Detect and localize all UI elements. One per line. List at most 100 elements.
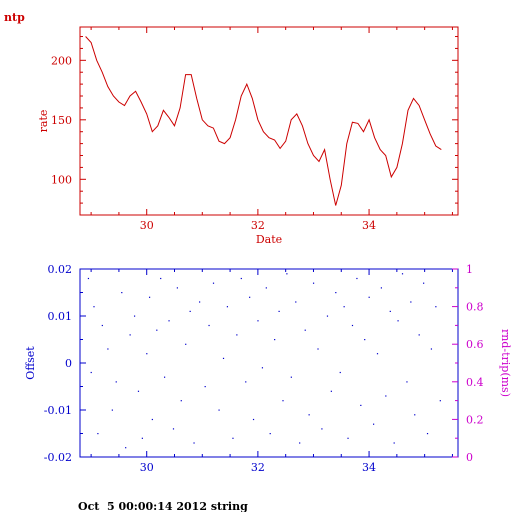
offset-point — [397, 320, 399, 322]
offset-point — [385, 395, 387, 397]
offset-point — [364, 339, 366, 341]
offset-point — [97, 433, 99, 435]
offset-tick-labels: 30 32 34 -0.02 -0.01 0 0.01 0.02 0 0.2 0.4 0.6 0.8 1 — [44, 263, 484, 474]
offset-point — [330, 390, 332, 392]
offset-point — [133, 315, 136, 317]
offset-point — [193, 442, 195, 444]
footer-timestamp: Oct 5 00:00:14 2012 string — [78, 500, 248, 512]
offset-point — [156, 329, 158, 331]
offset-point — [435, 306, 437, 308]
offset-x-tick-label: 30 — [140, 461, 154, 474]
offset-y-tick-label: 0.01 — [48, 310, 73, 323]
offset-point — [308, 414, 310, 416]
offset-point — [129, 334, 131, 336]
offset-x-tick-label: 34 — [362, 461, 376, 474]
offset-point — [265, 287, 267, 289]
offset-point — [146, 353, 148, 355]
offset-point — [373, 423, 375, 425]
offset-point — [252, 418, 255, 421]
rate-x-tick-label: 30 — [140, 219, 154, 232]
offset-point — [87, 277, 90, 280]
offset-plot-frame — [79, 268, 459, 458]
rndtrip-y-tick-label: 1 — [466, 263, 473, 276]
offset-point — [326, 315, 329, 317]
offset-point — [423, 282, 425, 284]
offset-ticks — [80, 268, 458, 458]
offset-point — [226, 306, 229, 308]
offset-point — [418, 334, 420, 336]
offset-point — [439, 400, 441, 402]
rate-y-tick-label: 200 — [51, 54, 72, 67]
rndtrip-y-tick-label: 0 — [466, 451, 473, 464]
offset-point — [295, 301, 297, 303]
rate-chart: 30 32 34 100 150 200 rate Date — [37, 26, 459, 246]
offset-point — [101, 324, 103, 327]
offset-point — [208, 324, 210, 327]
offset-point — [141, 437, 143, 439]
offset-point — [180, 400, 182, 402]
offset-point — [93, 306, 95, 308]
offset-point — [368, 296, 370, 298]
offset-point — [172, 428, 175, 430]
offset-y-tick-label: -0.02 — [44, 451, 72, 464]
offset-point — [351, 324, 354, 327]
rate-y-tick-label: 100 — [51, 173, 72, 186]
offset-point — [430, 348, 433, 350]
rate-series-line — [85, 36, 442, 206]
header-label: ntp — [4, 11, 25, 24]
offset-y-tick-label: 0.02 — [48, 263, 73, 276]
offset-point — [290, 376, 292, 378]
offset-point — [218, 409, 220, 411]
offset-point — [115, 381, 117, 383]
offset-point — [401, 273, 404, 275]
rate-tick-labels: 30 32 34 100 150 200 — [51, 54, 376, 232]
rndtrip-y-tick-label: 0.2 — [466, 413, 484, 426]
offset-point — [148, 296, 151, 298]
offset-point — [304, 329, 306, 331]
offset-point — [90, 371, 92, 374]
offset-point — [299, 442, 301, 444]
offset-chart: 30 32 34-0.02-0.0100.010.0200.20.40.60.81 … — [24, 263, 512, 474]
offset-point — [257, 320, 259, 322]
offset-point — [107, 348, 109, 350]
offset-point — [212, 282, 215, 284]
offset-point — [240, 277, 242, 280]
rate-plot-frame — [79, 26, 459, 216]
offset-y-axis-label: Offset — [24, 346, 37, 380]
offset-point — [282, 400, 284, 402]
offset-point — [236, 334, 238, 336]
offset-point — [317, 348, 319, 350]
rndtrip-y-axis-label: rnd-trip(ms) — [499, 329, 512, 397]
rndtrip-y-tick-label: 0.4 — [466, 376, 484, 389]
offset-point — [278, 310, 280, 312]
offset-point — [163, 376, 166, 378]
offset-point — [249, 296, 251, 298]
offset-scatter-points — [87, 273, 441, 449]
rate-y-tick-label: 150 — [51, 114, 72, 127]
rate-y-axis-label: rate — [37, 110, 50, 133]
offset-point — [176, 287, 178, 289]
offset-point — [222, 357, 225, 359]
offset-point — [137, 390, 140, 392]
offset-point — [185, 343, 187, 345]
offset-point — [125, 447, 127, 449]
offset-point — [204, 386, 206, 388]
rate-x-tick-label: 32 — [251, 219, 265, 232]
offset-point — [261, 367, 264, 369]
offset-point — [199, 301, 201, 303]
rate-x-tick-label: 34 — [362, 219, 376, 232]
offset-point — [339, 371, 341, 374]
offset-point — [410, 301, 412, 303]
offset-point — [269, 433, 271, 435]
offset-point — [286, 273, 288, 275]
offset-point — [335, 292, 337, 294]
offset-point — [121, 292, 123, 294]
offset-point — [189, 310, 191, 312]
offset-point — [321, 428, 323, 430]
offset-point — [360, 404, 362, 406]
rndtrip-y-tick-label: 0.8 — [466, 301, 484, 314]
rndtrip-y-tick-label: 0.6 — [466, 338, 484, 351]
offset-point — [343, 306, 345, 308]
offset-y-tick-label: -0.01 — [44, 404, 72, 417]
